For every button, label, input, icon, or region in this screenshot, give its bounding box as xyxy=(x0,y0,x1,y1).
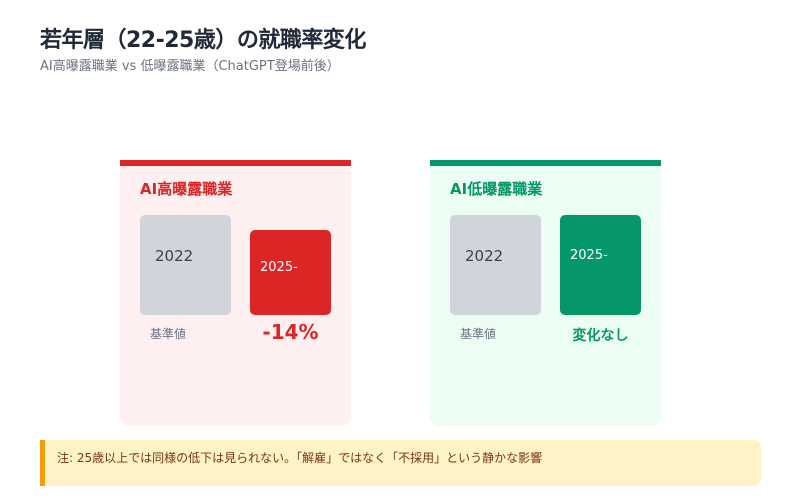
high-exposure-bar-2022: 2022 xyxy=(140,215,231,315)
low-exposure-bar-2022: 2022 xyxy=(450,215,541,315)
low-exposure-bar-2022-label: 2022 xyxy=(465,247,504,265)
note-box: 注: 25歳以上では同様の低下は見られない。「解雇」ではなく「不採用」という静か… xyxy=(40,440,761,486)
page-title: 若年層（22-25歳）の就職率変化 xyxy=(40,28,366,53)
low-exposure-bar-2025: 2025- xyxy=(560,215,641,315)
high-exposure-panel: AI高曝露職業 2022 2025- 基準値 -14% xyxy=(120,160,351,426)
note-text: 注: 25歳以上では同様の低下は見られない。「解雇」ではなく「不採用」という静か… xyxy=(57,451,543,465)
low-exposure-baseline-caption: 基準値 xyxy=(460,327,497,341)
low-exposure-change-label: 変化なし xyxy=(572,328,629,344)
low-exposure-panel: AI低曝露職業 2022 2025- 基準値 変化なし xyxy=(430,160,661,426)
high-exposure-baseline-caption: 基準値 xyxy=(150,327,187,341)
high-exposure-bar-2025-label: 2025- xyxy=(260,260,298,275)
high-exposure-change-label: -14% xyxy=(262,320,319,344)
page-subtitle: AI高曝露職業 vs 低曝露職業（ChatGPT登場前後） xyxy=(40,59,340,74)
high-exposure-bar-2025: 2025- xyxy=(250,230,331,315)
low-exposure-panel-title: AI低曝露職業 xyxy=(450,180,543,198)
high-exposure-bar-2022-label: 2022 xyxy=(155,247,194,265)
low-exposure-bar-2025-label: 2025- xyxy=(570,248,608,263)
high-exposure-panel-title: AI高曝露職業 xyxy=(140,180,233,198)
